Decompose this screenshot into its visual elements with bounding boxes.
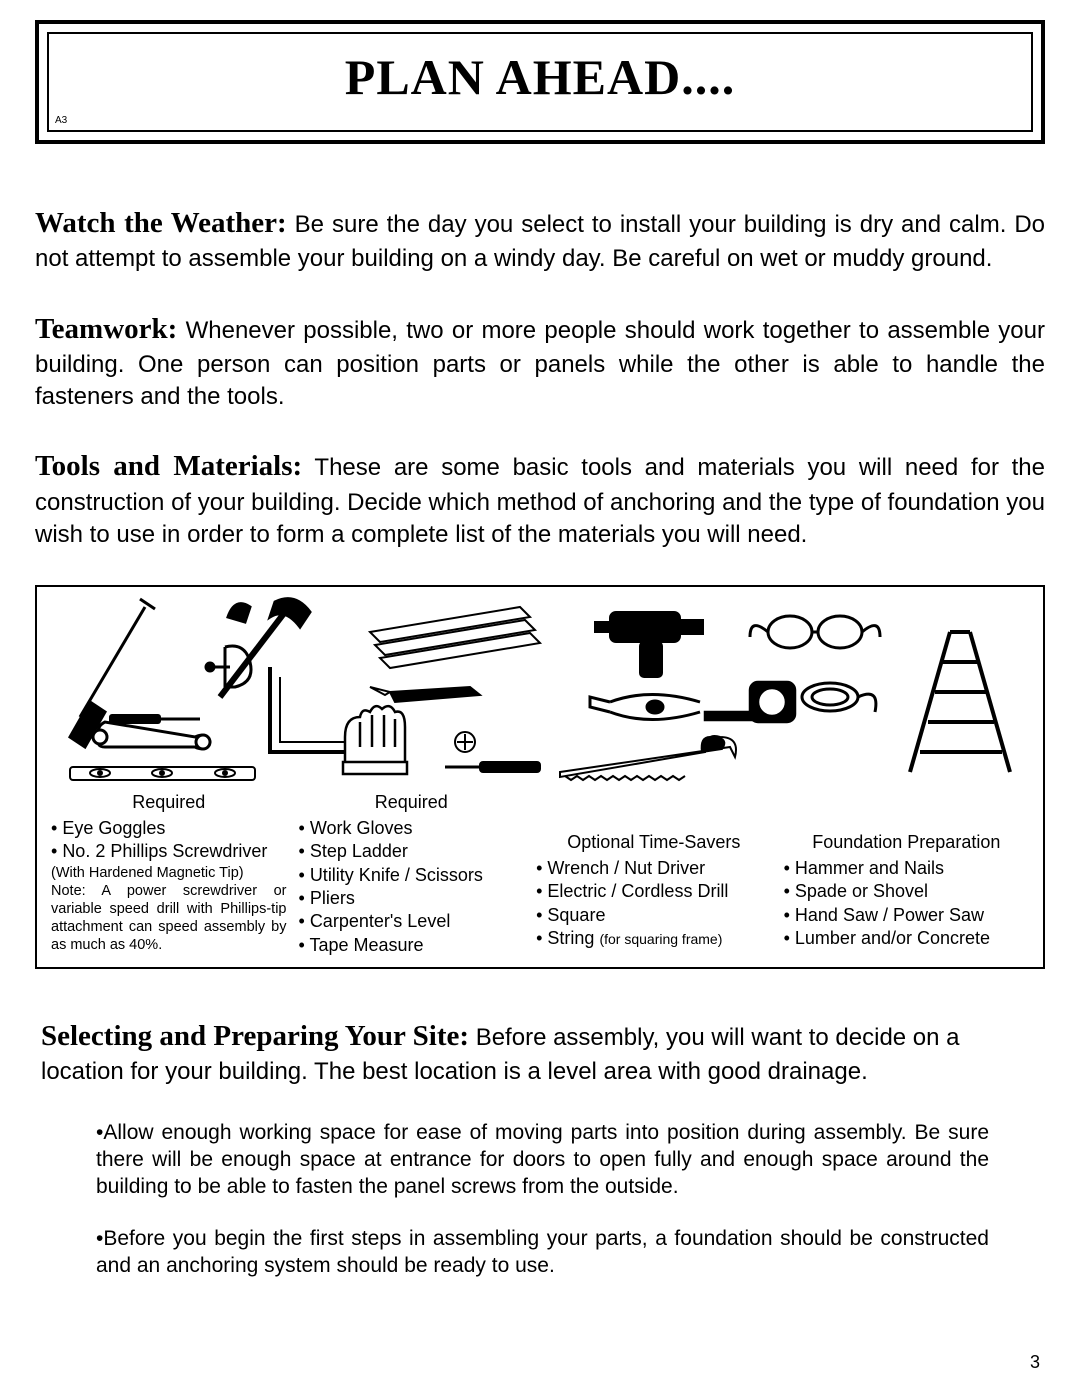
col2-item1: Work Gloves <box>299 817 525 840</box>
col2-item3: Utility Knife / Scissors <box>299 864 525 887</box>
section-site: Selecting and Preparing Your Site: Befor… <box>35 1017 1045 1279</box>
col1-item1: Eye Goggles <box>51 817 287 840</box>
col3-item4: String (for squaring frame) <box>536 927 772 950</box>
tools-illustration <box>37 587 1043 787</box>
page-code: A3 <box>55 115 67 126</box>
tools-col-foundation: Foundation Preparation Hammer and Nails … <box>778 791 1035 957</box>
tools-col-optional: Optional Time-Savers Wrench / Nut Driver… <box>530 791 778 957</box>
site-bullet-1: •Allow enough working space for ease of … <box>96 1119 989 1201</box>
col4-header: Foundation Preparation <box>784 831 1029 854</box>
site-bullets: •Allow enough working space for ease of … <box>41 1119 1039 1279</box>
site-intro: Selecting and Preparing Your Site: Befor… <box>41 1017 1039 1089</box>
col4-item4: Lumber and/or Concrete <box>784 927 1029 950</box>
col3-header: Optional Time-Savers <box>536 831 772 854</box>
col1-note2: Note: A power screwdriver or variable sp… <box>51 882 287 955</box>
weather-heading: Watch the Weather: <box>35 207 287 239</box>
col1-item2: No. 2 Phillips Screwdriver <box>51 840 287 863</box>
teamwork-heading: Teamwork: <box>35 313 177 345</box>
tools-box: Required Eye Goggles No. 2 Phillips Scre… <box>35 585 1045 969</box>
section-tools: Tools and Materials: These are some basi… <box>35 447 1045 551</box>
tools-columns: Required Eye Goggles No. 2 Phillips Scre… <box>37 787 1043 967</box>
col3-item3: Square <box>536 904 772 927</box>
tools-col-required-2: Required Work Gloves Step Ladder Utility… <box>293 791 531 957</box>
tools-heading: Tools and Materials: <box>35 450 302 482</box>
col2-item2: Step Ladder <box>299 840 525 863</box>
title-box-outer: PLAN AHEAD.... A3 <box>35 20 1045 144</box>
col4-item2: Spade or Shovel <box>784 880 1029 903</box>
col4-item3: Hand Saw / Power Saw <box>784 904 1029 927</box>
title-box-inner: PLAN AHEAD.... A3 <box>47 32 1033 132</box>
page-number: 3 <box>1030 1352 1040 1373</box>
col2-item4: Pliers <box>299 887 525 910</box>
col1-header: Required <box>51 791 287 814</box>
tools-col-required-1: Required Eye Goggles No. 2 Phillips Scre… <box>45 791 293 957</box>
section-weather: Watch the Weather: Be sure the day you s… <box>35 204 1045 276</box>
page-title: PLAN AHEAD.... <box>59 48 1021 106</box>
col3-item2: Electric / Cordless Drill <box>536 880 772 903</box>
col3-item1: Wrench / Nut Driver <box>536 857 772 880</box>
col2-item5: Carpenter's Level <box>299 910 525 933</box>
col3-item4-text: String <box>547 928 594 948</box>
col2-item6: Tape Measure <box>299 934 525 957</box>
col3-item4-note: (for squaring frame) <box>599 931 722 947</box>
site-heading: Selecting and Preparing Your Site: <box>41 1020 469 1052</box>
teamwork-body: Whenever possible, two or more people sh… <box>35 317 1045 411</box>
section-teamwork: Teamwork: Whenever possible, two or more… <box>35 310 1045 414</box>
col1-note1: (With Hardened Magnetic Tip) <box>51 864 287 882</box>
page: PLAN AHEAD.... A3 Watch the Weather: Be … <box>0 0 1080 1397</box>
col4-item1: Hammer and Nails <box>784 857 1029 880</box>
site-bullet-2: •Before you begin the first steps in ass… <box>96 1225 989 1280</box>
col2-header: Required <box>299 791 525 814</box>
